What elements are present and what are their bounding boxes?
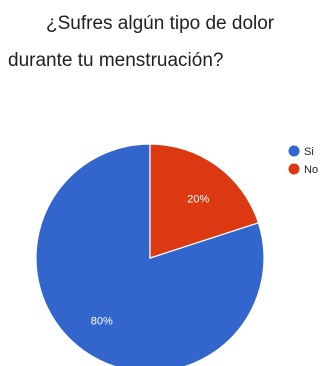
chart-title-line-2: durante tu menstruación?: [8, 50, 224, 71]
pie-slice-no: [149, 143, 260, 259]
legend-marker-si: [288, 145, 300, 157]
chart-title-line-1: ¿Sufres algún tipo de dolor: [46, 13, 275, 34]
legend-label-no: No: [304, 164, 318, 176]
pie-slice-si: [35, 143, 265, 366]
pie-slice-label-no: 20%: [187, 194, 209, 206]
legend-marker-no: [288, 163, 300, 175]
legend-label-si: Si: [304, 146, 314, 158]
pie-slice-label-si: 80%: [91, 315, 113, 327]
